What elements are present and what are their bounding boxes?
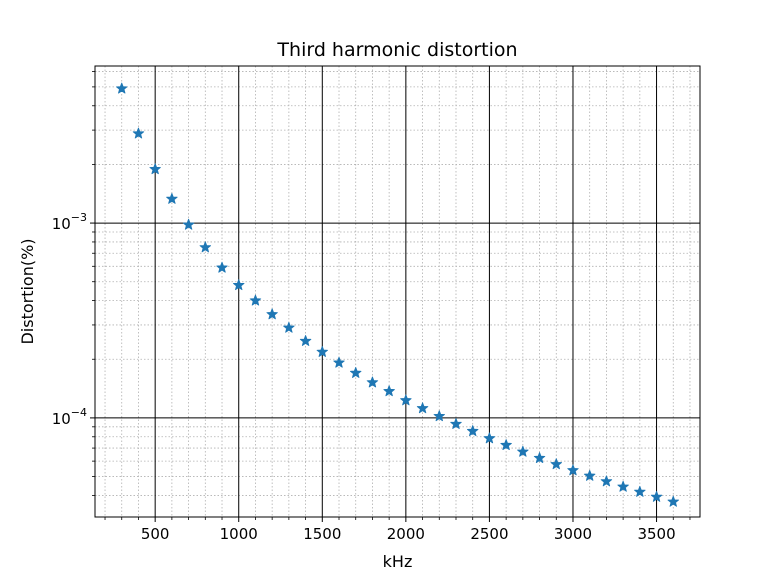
data-point [400,394,412,406]
data-point [283,321,295,333]
major-grid [95,66,700,517]
data-point [166,192,178,204]
data-point [233,279,245,291]
y-axis-label: Distortion(%) [18,238,37,344]
data-point [533,452,546,464]
data-point [383,385,395,397]
x-tick-label: 1000 [220,525,258,543]
data-point [366,376,379,388]
data-point [182,218,195,230]
x-tick-label: 3000 [554,525,592,543]
x-axis-label: kHz [383,552,413,571]
data-point [617,480,629,492]
plot-frame [94,65,701,518]
data-point [600,475,613,487]
data-point [667,495,679,507]
y-tick-label: 10−3 [52,211,87,233]
data-point [567,464,579,476]
data-point [116,82,128,94]
data-point [450,418,462,429]
axis-ticks: 500 1000 1500 2000 2500 3000 3500 10−4 10−3 [52,71,691,543]
data-point [433,410,446,422]
data-point [634,485,646,497]
data-point [216,261,228,273]
data-point [550,458,562,470]
data-point [266,308,278,320]
data-point [416,402,429,414]
x-tick-label: 500 [141,525,170,543]
x-tick-label: 1500 [303,525,341,543]
x-tick-label: 3500 [637,525,675,543]
data-point [483,432,496,444]
data-point [349,367,362,378]
data-point [583,469,596,481]
data-point [299,335,312,346]
data-point [500,439,512,451]
data-point [132,127,145,139]
y-tick-label: 10−4 [52,406,87,428]
data-point [249,294,262,306]
chart-title: Third harmonic distortion [276,39,517,61]
data-point [333,356,345,368]
data-point [199,241,212,253]
x-tick-label: 2500 [470,525,508,543]
data-point [517,445,529,457]
data-point [466,425,479,437]
data-point [650,490,663,502]
data-point [149,163,161,175]
data-points [116,82,679,507]
minor-grid [95,66,700,517]
data-point [316,345,329,357]
x-tick-label: 2000 [387,525,425,543]
